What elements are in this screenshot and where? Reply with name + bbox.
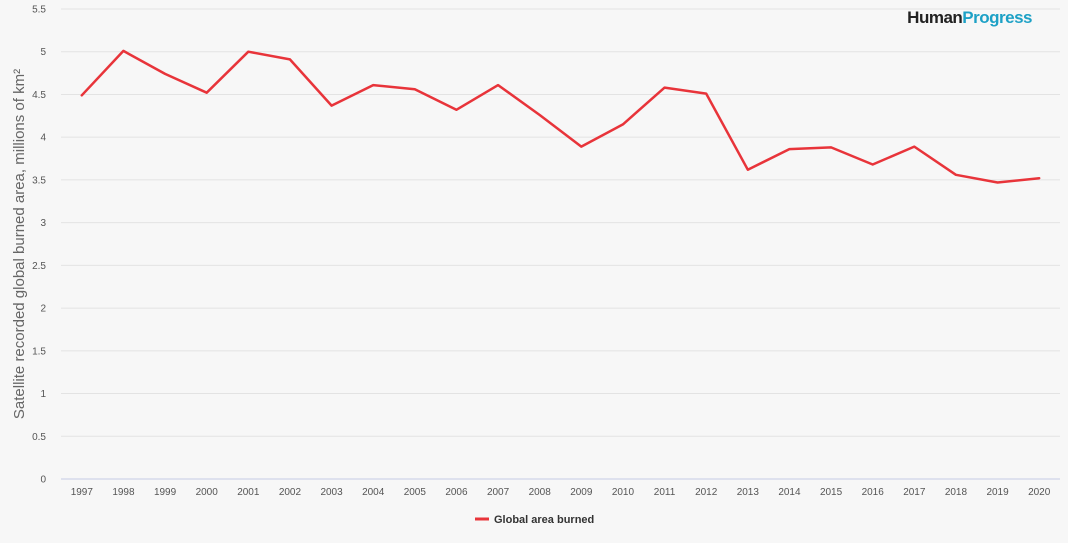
x-tick-label: 1997: [71, 487, 94, 498]
y-tick-label: 2.5: [32, 261, 46, 272]
x-tick-label: 2006: [445, 487, 468, 498]
x-tick-label: 2020: [1028, 487, 1051, 498]
x-tick-label: 2005: [404, 487, 427, 498]
y-axis: 0 0.5 1 1.5 2 2.5 3 3.5 4 4.5 5 5.5: [32, 5, 46, 486]
y-tick-label: 2: [40, 304, 46, 315]
series-line[interactable]: [80, 49, 1041, 184]
x-tick-label: 2004: [362, 487, 385, 498]
y-tick-label: 5.5: [32, 5, 46, 16]
y-tick-label: 0.5: [32, 432, 46, 443]
series-layer: [80, 49, 1041, 184]
y-tick-label: 3: [40, 218, 46, 229]
y-tick-label: 3.5: [32, 175, 46, 186]
y-tick-label: 1.5: [32, 346, 46, 357]
y-axis-title: Satellite recorded global burned area, m…: [11, 69, 28, 419]
x-tick-label: 2000: [196, 487, 219, 498]
x-tick-label: 2016: [862, 487, 885, 498]
x-tick-label: 2008: [529, 487, 552, 498]
y-tick-label: 5: [40, 47, 46, 58]
humanprogress-logo: HumanProgress: [907, 8, 1032, 27]
x-tick-label: 2010: [612, 487, 635, 498]
x-tick-label: 1999: [154, 487, 177, 498]
x-tick-label: 2002: [279, 487, 302, 498]
x-tick-label: 2015: [820, 487, 843, 498]
x-tick-label: 2003: [320, 487, 343, 498]
x-tick-label: 2009: [570, 487, 593, 498]
x-tick-label: 2013: [737, 487, 760, 498]
x-tick-label: 2017: [903, 487, 926, 498]
y-tick-label: 4.5: [32, 90, 46, 101]
x-tick-label: 2018: [945, 487, 968, 498]
x-tick-label: 2014: [778, 487, 801, 498]
x-tick-label: 2001: [237, 487, 260, 498]
x-tick-label: 2011: [654, 487, 676, 498]
x-tick-label: 2012: [695, 487, 718, 498]
y-tick-label: 1: [40, 389, 46, 400]
x-tick-label: 2019: [986, 487, 1009, 498]
legend-label: Global area burned: [494, 514, 594, 526]
gridlines: [61, 8, 1060, 437]
x-tick-label: 1998: [112, 487, 135, 498]
x-tick-label: 2007: [487, 487, 510, 498]
y-tick-label: 4: [40, 133, 46, 144]
x-axis: 1997 1998 1999 2000 2001 2002 2003 2004 2005 2006…: [61, 478, 1060, 498]
y-tick-label: 0: [40, 475, 46, 486]
legend[interactable]: Global area burned: [475, 514, 594, 526]
